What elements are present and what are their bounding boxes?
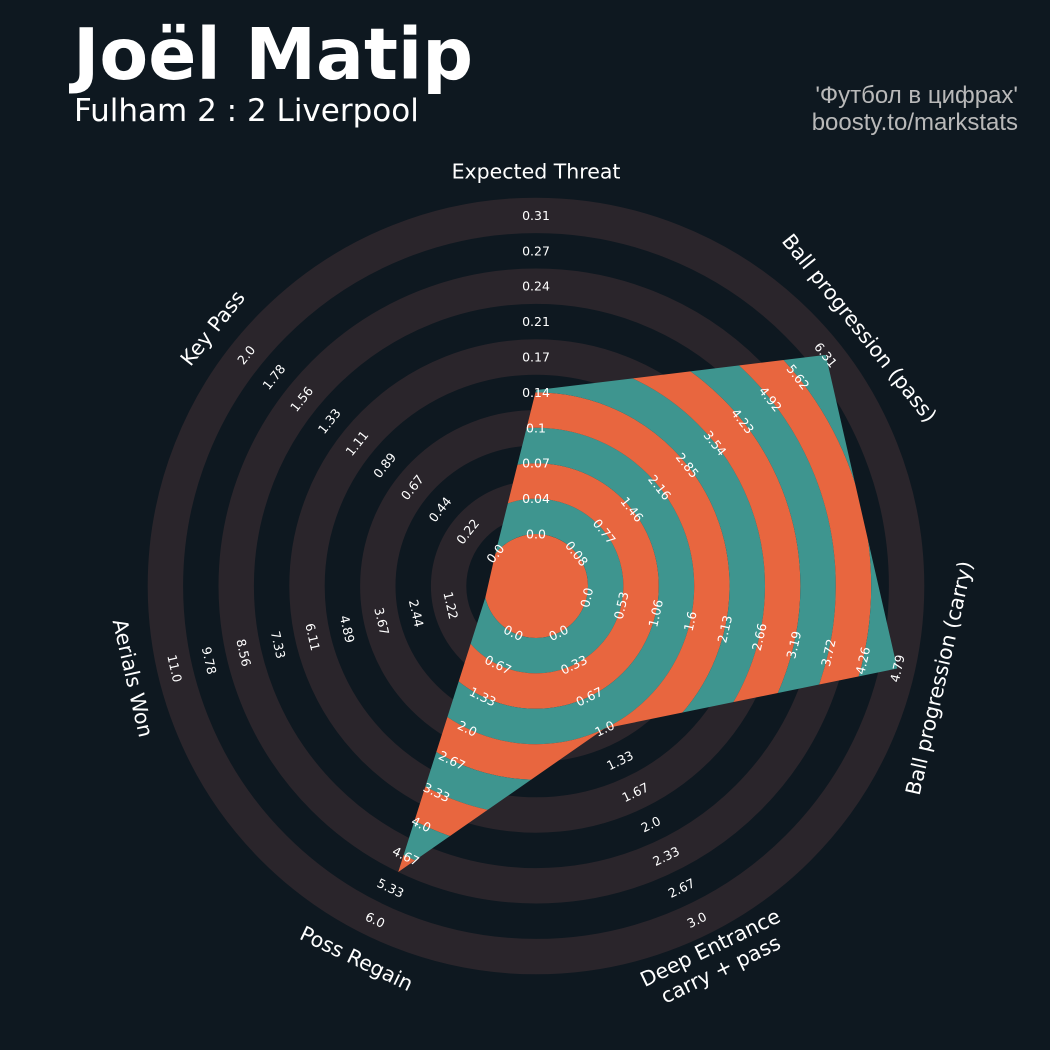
tick-label: 1.78 (259, 361, 288, 392)
tick-label: 1.06 (645, 598, 666, 629)
tick-label: 3.72 (818, 637, 839, 667)
tick-label: 1.33 (604, 748, 636, 774)
tick-label: 0.21 (522, 314, 550, 329)
tick-label: 1.33 (315, 406, 344, 437)
tick-label: 0.31 (522, 208, 550, 223)
fill-band (398, 427, 695, 745)
tick-label: 11.0 (164, 653, 185, 684)
tick-label: 0.27 (522, 243, 550, 258)
ring-band (147, 197, 925, 975)
fill-band (398, 392, 730, 780)
tick-label: 0.04 (522, 491, 550, 506)
tick-label: 9.78 (199, 645, 220, 676)
tick-label: 0.14 (522, 385, 550, 400)
parameter-label: Expected Threat (452, 159, 621, 183)
tick-label: 0.17 (522, 350, 550, 365)
tick-label: 0.07 (522, 456, 550, 471)
tick-label: 1.6 (681, 610, 700, 633)
tick-label: 7.33 (268, 630, 289, 660)
credit-line-1: 'Футбол в цифрах' (815, 82, 1018, 109)
tick-label: 2.66 (749, 622, 770, 653)
parameter-label: Aerials Won (108, 617, 158, 740)
tick-label: 4.79 (887, 653, 908, 684)
tick-label: 4.26 (852, 645, 873, 676)
tick-label: 0.24 (522, 279, 550, 294)
fill-core (484, 534, 588, 638)
tick-label: 4.89 (337, 614, 358, 645)
player-name: Joël Matip (73, 13, 474, 96)
tick-label: 2.67 (666, 875, 698, 901)
tick-label: 8.56 (233, 637, 254, 668)
tick-label: 0.44 (425, 494, 454, 525)
tick-label: 2.13 (714, 614, 735, 644)
tick-label: 0.1 (526, 420, 546, 435)
tick-label: 3.19 (783, 630, 804, 661)
credit-line-2: boosty.to/markstats (811, 109, 1018, 136)
tick-label: 5.33 (375, 875, 407, 901)
tick-label: 6.11 (302, 622, 323, 652)
tick-label: 2.44 (406, 598, 427, 629)
tick-label: 2.0 (639, 813, 663, 835)
tick-label: 0.53 (611, 590, 632, 620)
tick-label: 1.22 (440, 590, 461, 620)
tick-label: 3.67 (371, 606, 392, 636)
fill-band (398, 354, 872, 873)
tick-label: 0.0 (577, 586, 596, 609)
match-title: Fulham 2 : 2 Liverpool (74, 93, 419, 129)
tick-label: 0.0 (526, 527, 546, 542)
tick-label: 0.89 (370, 450, 399, 481)
